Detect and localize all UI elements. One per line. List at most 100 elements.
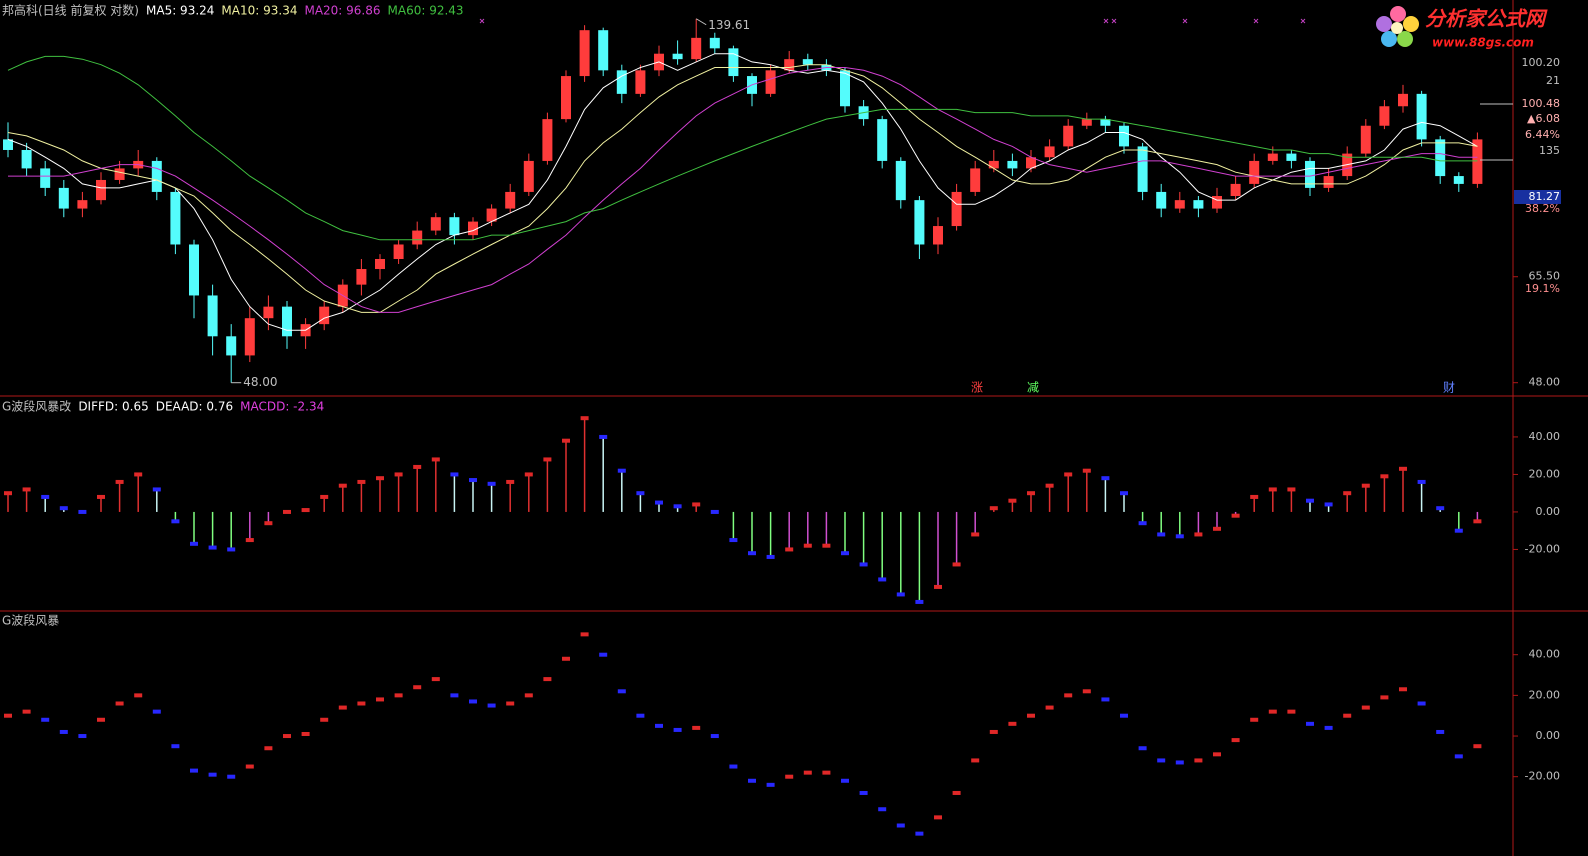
y-tick-label: 65.50 xyxy=(1529,270,1561,283)
candle-body xyxy=(1398,93,1408,107)
candle-body xyxy=(1453,176,1464,184)
stick-tip xyxy=(283,509,291,514)
dash xyxy=(1194,758,1203,763)
dash xyxy=(208,772,217,777)
stick-tip xyxy=(934,584,942,589)
stick-tip xyxy=(599,434,608,439)
candle-body xyxy=(1044,146,1055,158)
stick-tip xyxy=(1027,491,1035,496)
stick-tip xyxy=(803,543,812,548)
stick-tip xyxy=(1064,472,1073,477)
dash xyxy=(1436,729,1445,734)
signal: 财 xyxy=(1443,381,1455,395)
stick-tip xyxy=(115,479,124,484)
candle-body xyxy=(635,70,646,94)
dash xyxy=(952,790,961,795)
axis-note: 19.1% xyxy=(1525,282,1560,295)
logo-url: www.88gs.com xyxy=(1432,36,1534,50)
stick-tip xyxy=(1324,502,1333,507)
stick-tip xyxy=(989,506,998,511)
header-text: DEAAD: 0.76 xyxy=(156,400,233,414)
dash xyxy=(4,713,12,718)
dash xyxy=(357,701,366,706)
candle-body xyxy=(189,244,199,296)
signal: 涨 xyxy=(971,380,983,395)
axis-note: ▲6.08 xyxy=(1527,112,1560,125)
candle-body xyxy=(1249,160,1260,184)
stick-tip xyxy=(413,464,422,469)
stick-tip xyxy=(673,504,682,509)
candle-body xyxy=(988,160,999,169)
price-box xyxy=(1514,190,1561,204)
candle-body xyxy=(1212,196,1222,209)
dash xyxy=(1175,760,1184,765)
stick-tip xyxy=(636,491,645,496)
header-text: G波段风暴 xyxy=(2,613,59,628)
dash xyxy=(841,778,849,783)
stick-tip xyxy=(1194,532,1203,537)
dash xyxy=(934,815,942,820)
stick-tip xyxy=(41,494,50,499)
stick-tip xyxy=(1417,479,1426,484)
stick-tip xyxy=(1473,519,1482,524)
dash xyxy=(971,758,980,763)
candle-body xyxy=(505,191,516,209)
candle-body xyxy=(1435,139,1446,177)
stick-tip xyxy=(1250,494,1259,499)
candle-body xyxy=(523,160,534,192)
stick-tip xyxy=(1213,526,1221,531)
marker-cross xyxy=(1300,18,1306,24)
candle-body xyxy=(58,187,69,209)
logo-name: 分析家公式网 xyxy=(1425,7,1548,31)
stick-tip xyxy=(1101,476,1110,481)
stick-tip xyxy=(227,547,236,552)
stick-tip xyxy=(859,562,868,567)
stick-tip xyxy=(4,491,12,496)
candle-body xyxy=(951,191,962,227)
candle-body xyxy=(840,70,850,107)
dash xyxy=(115,701,124,706)
dash xyxy=(803,770,812,775)
dash xyxy=(562,656,570,661)
candle-body xyxy=(263,306,274,319)
candle-body xyxy=(282,306,292,337)
axis-note: 100.20 xyxy=(1522,56,1561,69)
candle-body xyxy=(1416,93,1427,140)
ma-line xyxy=(7,64,1478,313)
stick-tip xyxy=(78,509,87,514)
candle-body xyxy=(151,160,162,192)
ma-line xyxy=(8,67,1478,313)
dash xyxy=(543,677,552,682)
header-text: MA20: 96.86 xyxy=(304,4,380,18)
dash xyxy=(636,713,645,718)
dash xyxy=(1380,695,1389,700)
candle-body xyxy=(895,160,906,201)
dash xyxy=(1306,721,1314,726)
header-text: MA5: 93.24 xyxy=(146,4,214,18)
candle-body xyxy=(1360,125,1371,154)
stick-tip xyxy=(1268,487,1277,492)
candle-body xyxy=(40,168,51,188)
candle-body xyxy=(598,30,609,71)
dash xyxy=(97,717,105,722)
candle-body xyxy=(1305,160,1315,188)
candle-body xyxy=(96,179,106,201)
axis-note: 135 xyxy=(1539,144,1560,157)
candle-body xyxy=(1286,153,1297,161)
dash xyxy=(673,727,682,732)
dash xyxy=(171,744,180,749)
stick-tip xyxy=(617,468,626,473)
dash xyxy=(1064,693,1073,698)
dash xyxy=(376,697,384,702)
candle-body xyxy=(449,217,460,236)
stick-tip xyxy=(896,592,905,597)
stick-tip xyxy=(1436,506,1445,511)
dash xyxy=(1268,709,1277,714)
dash xyxy=(1120,713,1128,718)
y-tick-label: 20.00 xyxy=(1529,467,1561,480)
dash xyxy=(264,746,273,751)
stick-tip xyxy=(1454,528,1463,533)
dash xyxy=(320,717,329,722)
candle-body xyxy=(1379,106,1390,126)
